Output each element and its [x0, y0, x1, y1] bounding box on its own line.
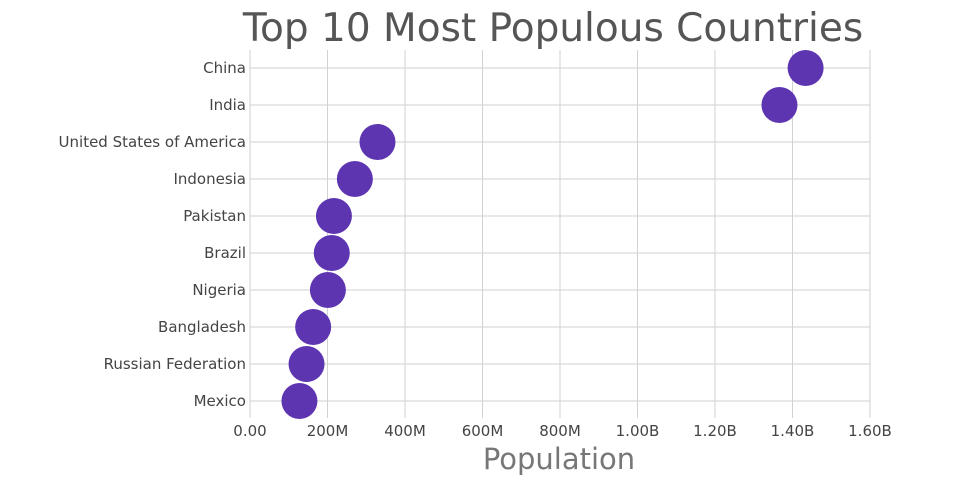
x-tick-label: 1.00B	[616, 422, 660, 440]
x-tick-label: 800M	[539, 422, 581, 440]
y-tick-label: Nigeria	[192, 281, 246, 299]
x-tick-label: 1.20B	[693, 422, 737, 440]
y-tick-label: Indonesia	[173, 170, 246, 188]
x-tick-label: 400M	[384, 422, 426, 440]
chart-title: Top 10 Most Populous Countries	[242, 6, 863, 51]
y-tick-label: United States of America	[59, 133, 246, 151]
y-tick-label: Bangladesh	[158, 318, 246, 336]
x-tick-label: 1.40B	[771, 422, 815, 440]
data-point-india[interactable]	[761, 87, 798, 123]
data-points	[281, 50, 824, 419]
y-tick-label: Brazil	[204, 244, 246, 262]
x-tick-label: 200M	[307, 422, 349, 440]
grid-layer	[249, 50, 871, 418]
data-point-united-states-of-america[interactable]	[359, 124, 396, 160]
data-point-mexico[interactable]	[281, 383, 318, 419]
y-tick-label: India	[209, 96, 246, 114]
x-axis-tick-labels: 0.00 200M 400M 600M 800M 1.00B 1.20B 1.40B 1.60B	[233, 422, 892, 440]
data-point-bangladesh[interactable]	[295, 309, 332, 345]
y-tick-label: Pakistan	[183, 207, 246, 225]
data-point-russian-federation[interactable]	[288, 346, 325, 382]
data-point-brazil[interactable]	[313, 235, 350, 271]
data-point-indonesia[interactable]	[336, 161, 373, 197]
data-point-china[interactable]	[787, 50, 824, 86]
y-tick-label: China	[203, 59, 246, 77]
x-axis-title: Population	[483, 442, 635, 476]
y-tick-label: Russian Federation	[104, 355, 246, 373]
x-tick-label: 1.60B	[848, 422, 892, 440]
x-tick-label: 0.00	[233, 422, 266, 440]
x-tick-label: 600M	[462, 422, 504, 440]
data-point-pakistan[interactable]	[315, 198, 352, 234]
y-tick-label: Mexico	[194, 392, 246, 410]
y-axis-tick-labels: China India United States of America Indone…	[59, 59, 246, 410]
data-point-nigeria[interactable]	[309, 272, 346, 308]
